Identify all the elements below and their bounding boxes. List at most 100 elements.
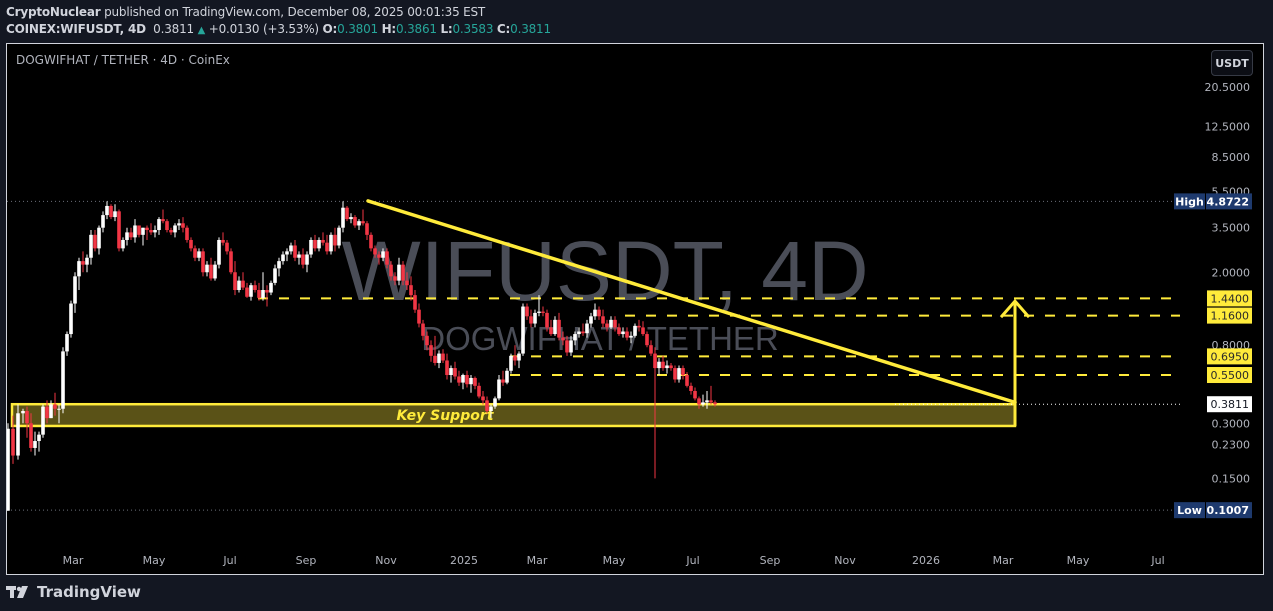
- candle-body: [605, 323, 609, 328]
- candle-body: [289, 245, 293, 252]
- candle-body: [69, 303, 73, 335]
- currency-button[interactable]: USDT: [1211, 50, 1253, 76]
- candle-body: [317, 239, 321, 249]
- candle-body: [129, 232, 133, 238]
- candle-body: [113, 211, 117, 218]
- x-axis-tick: Sep: [296, 554, 317, 567]
- candle-body: [201, 251, 205, 273]
- candle-body: [301, 254, 305, 265]
- candle-body: [401, 264, 405, 281]
- candle-body: [349, 217, 353, 220]
- low-value: 0.3583: [452, 22, 494, 36]
- x-axis-tick: Sep: [760, 554, 781, 567]
- candle-body: [481, 396, 485, 401]
- tradingview-brand[interactable]: TradingView: [6, 583, 141, 601]
- candle-body: [153, 230, 157, 233]
- candle-body: [677, 368, 681, 380]
- candle-body: [561, 337, 565, 341]
- candle-body: [229, 251, 233, 273]
- candle-body: [685, 375, 689, 386]
- candle-body: [549, 327, 553, 335]
- candle-body: [121, 239, 125, 249]
- brand-name: TradingView: [37, 583, 141, 601]
- candle-body: [425, 335, 429, 346]
- candle-body: [657, 361, 661, 369]
- candle-body: [225, 242, 229, 252]
- candle-body: [141, 227, 145, 235]
- candle-body: [649, 345, 653, 354]
- open-value: 0.3801: [337, 22, 378, 36]
- candle-body: [409, 285, 413, 296]
- candle-body: [145, 227, 149, 231]
- level-price-text: 0.6950: [1211, 350, 1250, 363]
- last-price: 0.3811: [153, 22, 194, 36]
- candle-body: [441, 353, 445, 361]
- candle-body: [521, 306, 525, 354]
- candle-body: [29, 423, 33, 448]
- candle-body: [45, 406, 49, 419]
- candle-body: [305, 254, 309, 265]
- candle-body: [433, 355, 437, 363]
- candle-body: [321, 239, 325, 243]
- candle-body: [7, 428, 10, 511]
- candle-body: [117, 211, 121, 249]
- candle-body: [497, 379, 501, 399]
- candle-body: [661, 361, 665, 369]
- watermark-symbol: WIFUSDT, 4D: [341, 224, 868, 318]
- candle-body: [457, 376, 461, 383]
- candle-body: [217, 239, 221, 265]
- x-axis-tick: Mar: [993, 554, 1014, 567]
- level-price-text: 1.4400: [1211, 292, 1250, 305]
- candle-body: [701, 402, 705, 405]
- candle-body: [465, 375, 469, 385]
- close-label: C:: [496, 22, 511, 36]
- y-axis-tick: 2.0000: [1212, 266, 1251, 279]
- candle-body: [377, 254, 381, 258]
- watermark-name: DOGWIFHAT / TETHER: [421, 320, 779, 357]
- candle-body: [485, 400, 489, 411]
- candle-body: [693, 390, 697, 399]
- candle-body: [505, 370, 509, 383]
- candle-body: [169, 230, 173, 233]
- candle-body: [413, 295, 417, 310]
- chart-panel[interactable]: WIFUSDT, 4D DOGWIFHAT / TETHER Key Support…: [6, 43, 1264, 575]
- candle-body: [577, 331, 581, 335]
- candle-body: [469, 377, 473, 385]
- key-support-zone[interactable]: [10, 402, 1017, 428]
- high-label-badge: [1174, 193, 1205, 210]
- candle-body: [16, 413, 20, 456]
- candle-body: [249, 285, 253, 297]
- arrow-head-icon: [999, 298, 1031, 319]
- y-axis-tick: 20.5000: [1205, 81, 1251, 94]
- candle-body: [253, 285, 257, 291]
- candle-body: [329, 234, 333, 252]
- candle-body: [273, 268, 277, 283]
- author-name[interactable]: CryptoNuclear: [6, 5, 101, 19]
- candle-body: [669, 365, 673, 369]
- candle-body: [133, 225, 137, 238]
- x-axis-tick: 2025: [450, 554, 478, 567]
- candle-body: [353, 217, 357, 226]
- candle-body: [565, 340, 569, 353]
- high-label-text: High: [1175, 195, 1204, 208]
- candle-body: [341, 207, 345, 228]
- candle-body: [493, 398, 497, 407]
- descending-trendline[interactable]: [366, 199, 1017, 405]
- candle-body: [77, 261, 81, 277]
- candle-body: [653, 353, 657, 369]
- candle-body: [33, 441, 37, 448]
- candle-body: [501, 379, 505, 383]
- candle-body: [373, 248, 377, 255]
- candle-body: [109, 205, 113, 218]
- candle-body: [357, 221, 361, 226]
- candle-body: [345, 207, 349, 220]
- candle-body: [581, 331, 585, 334]
- x-axis-tick: 2026: [912, 554, 940, 567]
- candle-body: [429, 345, 433, 356]
- candle-body: [53, 404, 57, 409]
- y-axis-tick: 0.3000: [1212, 417, 1251, 430]
- candle-body: [257, 290, 261, 298]
- candle-body: [609, 319, 613, 328]
- x-axis-tick: Jul: [1150, 554, 1164, 567]
